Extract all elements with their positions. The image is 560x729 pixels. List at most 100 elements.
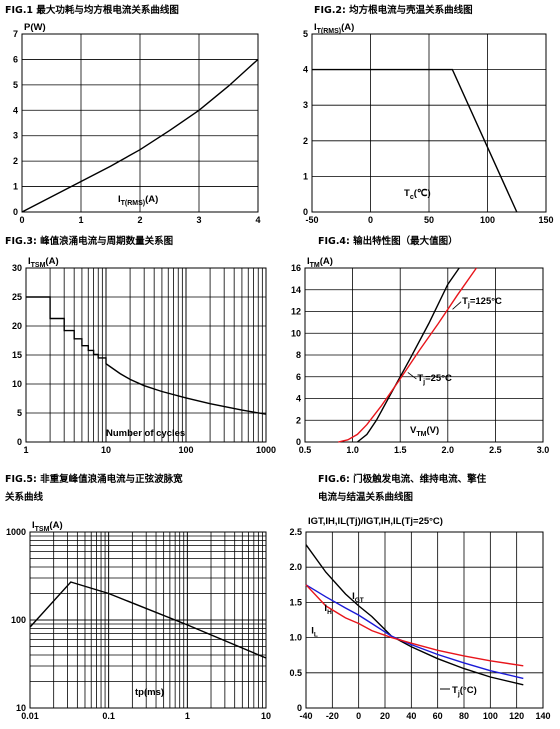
series-label-il: IL [311,625,318,638]
chart-panel-4: FIG.4: 输出特性图（最大值图） 0.5 1.0 1.5 2.0 2.5 3.0 0 2 4 6… [291,235,549,455]
y-tick-label: 20 [12,321,22,331]
x-tick-label: 0.5 [299,445,312,455]
y-axis-label: P(W) [24,22,46,33]
plot-frame [25,267,267,443]
x-tick-label: 50 [424,215,434,225]
series-line-1 [26,296,267,415]
x-tick-label: 0 [19,215,24,225]
x-tick-label: 0.1 [102,711,115,721]
grid [21,33,259,213]
x-tick-label: 120 [509,711,524,721]
x-tick-label: 0 [356,711,361,721]
annotation-label: Tj=125°C [462,296,502,309]
annotation-leader [452,301,462,310]
x-tick-label: 4 [255,215,260,225]
y-tick-label: 100 [11,615,26,625]
x-tick-label: 100 [480,215,495,225]
series-line-1 [312,68,518,213]
grid [25,267,267,443]
x-axis-label: Tj(°C) [452,685,477,698]
y-tick-label: 3 [13,131,18,141]
chart-title-line1: FIG.6: 门极触发电流、维持电流、擎住 [318,473,487,485]
x-tick-label: 0.01 [21,711,39,721]
x-tick-label: 140 [535,711,550,721]
y-tick-label: 10 [291,328,301,338]
series-line-tj25c [356,267,460,443]
series-label-ih: IH [324,603,332,616]
annotation-label: Tj=25°C [417,373,452,386]
y-tick-label: 14 [291,285,301,295]
x-tick-label: 40 [406,711,416,721]
plot-frame [304,267,544,443]
chart-title-line1: FIG.5: 非重复峰值浪涌电流与正弦波脉宽 [5,473,183,485]
plot-frame [21,33,259,213]
y-tick-label: 10 [12,379,22,389]
y-tick-label: 6 [296,372,301,382]
y-tick-label: 15 [12,350,22,360]
chart-panel-2: FIG.2: 均方根电流与壳温关系曲线图-50 0 50 100 150012345IT… [303,4,554,225]
y-tick-label: 5 [13,80,18,90]
x-tick-label: 1000 [256,445,276,455]
x-axis-label: IT(RMS)(A) [118,194,158,207]
y-tick-label: 8 [296,350,301,360]
x-tick-label: 10 [261,711,271,721]
x-tick-label: 0 [368,215,373,225]
x-tick-label: 1.0 [346,445,359,455]
y-tick-label: 1.5 [289,597,302,607]
x-tick-label: 1 [23,445,28,455]
y-tick-label: 3 [303,100,308,110]
y-tick-label: 6 [13,54,18,64]
x-tick-label: 2.0 [442,445,455,455]
x-axis-label: Number of cycles [106,428,185,439]
y-tick-label: 5 [17,408,22,418]
y-tick-label: 0 [297,703,302,713]
y-tick-label: 2 [303,136,308,146]
y-tick-label: 10 [16,703,26,713]
x-axis-label: tp(ms) [135,687,164,698]
x-tick-label: 100 [483,711,498,721]
series-label-igt: IGT [352,591,364,604]
y-tick-label: 2.0 [289,562,302,572]
y-axis-label: IGT,IH,IL(Tj)/IGT,IH,IL(Tj=25°C) [308,516,443,527]
grid [29,531,267,709]
x-tick-label: 150 [538,215,553,225]
y-tick-label: 12 [291,307,301,317]
y-tick-label: 4 [296,394,301,404]
plot-frame [311,33,547,213]
y-tick-label: 25 [12,292,22,302]
y-tick-label: 0 [303,207,308,217]
x-tick-label: -20 [326,711,339,721]
x-tick-label: 10 [101,445,111,455]
chart-title: FIG.3: 峰值浪涌电流与周期数量关系图 [5,235,173,247]
y-tick-label: 30 [12,263,22,273]
y-axis-label: IT(RMS)(A) [314,22,354,35]
chart-title-line2: 电流与结温关系曲线图 [318,491,413,503]
y-tick-label: 0 [17,437,22,447]
grid [304,267,544,443]
x-tick-label: 20 [380,711,390,721]
y-tick-label: 1.0 [289,633,302,643]
x-axis-label: VTM(V) [410,425,439,438]
y-tick-label: 2.5 [289,527,302,537]
x-tick-label: 3.0 [537,445,550,455]
x-tick-label: 1 [185,711,190,721]
x-axis-label: Tc(℃) [404,188,431,201]
y-axis-label: ITSM(A) [28,256,59,269]
y-tick-label: 4 [13,105,18,115]
chart-panel-3: FIG.3: 峰值浪涌电流与周期数量关系图 1 10 100 1000 0 5 10 15 20 2… [5,235,276,455]
x-tick-label: 1 [78,215,83,225]
y-tick-label: 2 [296,415,301,425]
y-tick-label: 7 [13,29,18,39]
y-tick-label: 16 [291,263,301,273]
y-tick-label: 0.5 [289,668,302,678]
chart-title: FIG.1 最大功耗与均方根电流关系曲线图 [5,4,179,16]
plot-frame [29,531,267,709]
series-line-il [305,584,524,667]
y-tick-label: 4 [303,65,308,75]
y-axis-label: ITM(A) [307,256,333,269]
x-tick-label: -40 [299,711,312,721]
x-tick-label: 1.5 [394,445,407,455]
